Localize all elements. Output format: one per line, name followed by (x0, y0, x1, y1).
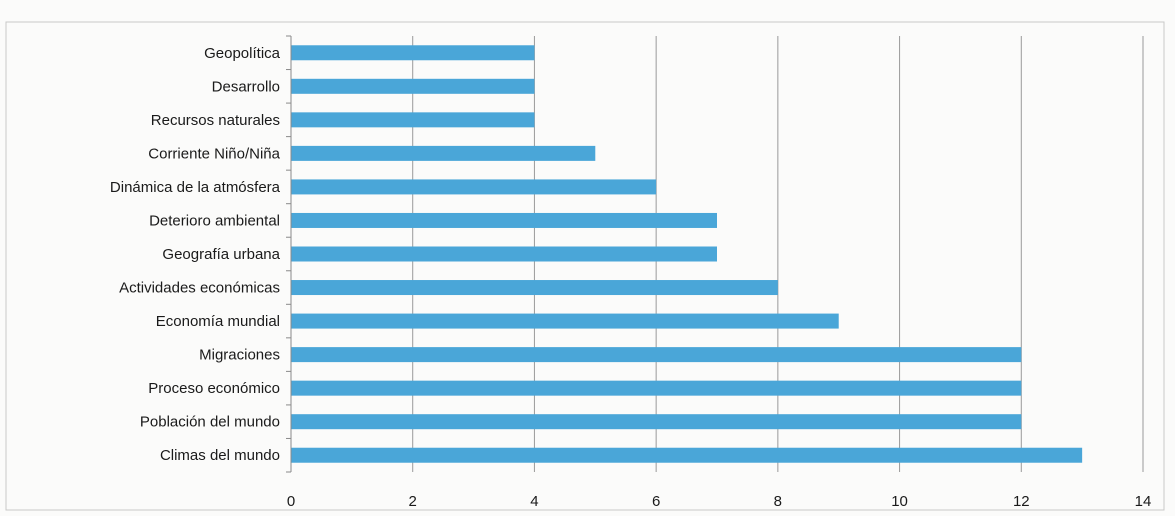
category-label: Climas del mundo (160, 447, 280, 464)
x-tick-label: 14 (1135, 493, 1152, 510)
category-label: Deterioro ambiental (149, 212, 280, 229)
x-tick-label: 4 (530, 493, 538, 510)
bar (291, 313, 839, 329)
category-labels: Geopolítica Desarrollo Recursos naturales C… (110, 45, 281, 464)
axes (286, 35, 292, 473)
bar (291, 414, 1022, 430)
category-label: Geografía urbana (162, 246, 280, 263)
chart-border (5, 21, 1165, 511)
category-label: Recursos naturales (151, 112, 280, 129)
category-label: Desarrollo (212, 78, 280, 95)
category-label: Economía mundial (156, 313, 280, 330)
bar (291, 280, 778, 296)
bar (291, 78, 535, 94)
category-label: Población del mundo (140, 414, 280, 431)
bars (291, 45, 1083, 463)
bar (291, 45, 535, 61)
bar (291, 212, 717, 228)
bar (291, 447, 1083, 463)
bar (291, 112, 535, 128)
x-tick-label: 2 (409, 493, 417, 510)
category-label: Corriente Niño/Niña (148, 145, 280, 162)
category-label: Actividades económicas (119, 280, 280, 297)
x-tick-label: 6 (652, 493, 660, 510)
category-label: Migraciones (199, 347, 280, 364)
bar (291, 246, 717, 262)
category-label: Dinámica de la atmósfera (110, 179, 281, 196)
x-tick-label: 8 (774, 493, 782, 510)
bar (291, 347, 1022, 363)
bar (291, 380, 1022, 396)
x-tick-label: 12 (1013, 493, 1030, 510)
x-tick-labels: 0 2 4 6 8 10 12 14 (287, 493, 1152, 510)
x-tick-label: 10 (891, 493, 908, 510)
bar (291, 145, 596, 161)
category-label: Proceso económico (148, 380, 280, 397)
category-label: Geopolítica (204, 45, 281, 62)
bar (291, 179, 657, 195)
x-tick-label: 0 (287, 493, 295, 510)
